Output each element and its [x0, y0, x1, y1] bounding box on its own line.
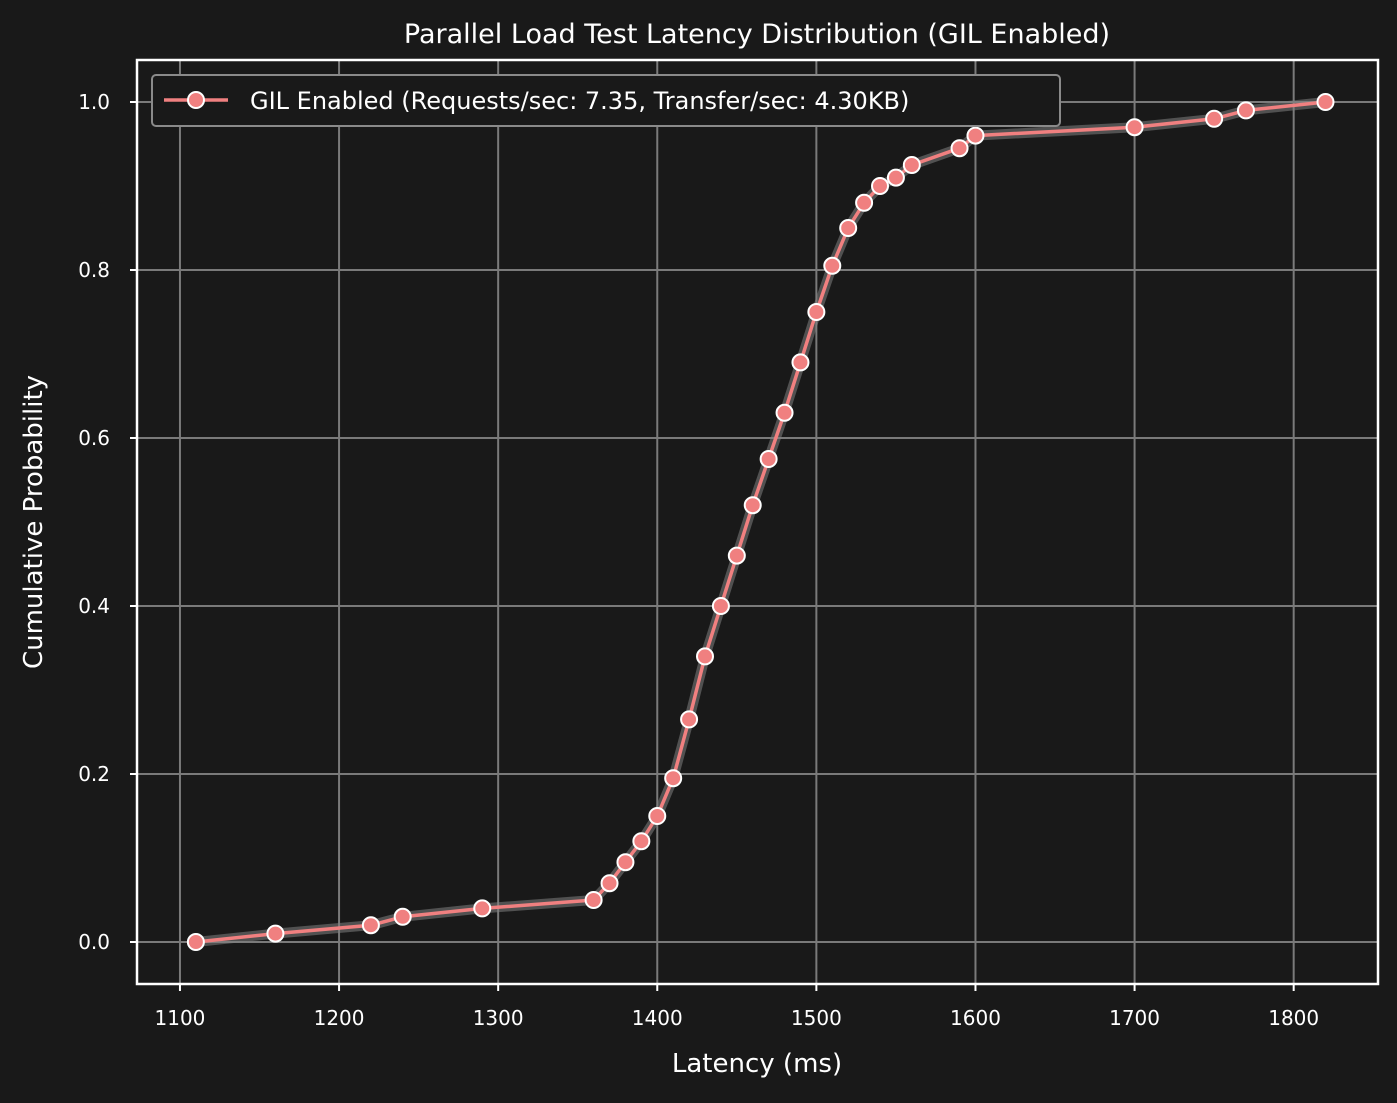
data-point — [791, 353, 810, 372]
legend-marker-swatch — [187, 91, 205, 109]
y-tick-label: 1.0 — [78, 90, 110, 114]
data-point — [807, 303, 826, 321]
series-line — [194, 100, 1328, 944]
y-tick-label: 0.4 — [78, 594, 110, 618]
x-tick-label: 1700 — [1109, 1006, 1160, 1030]
data-point — [361, 916, 380, 935]
data-point — [759, 450, 778, 468]
data-point — [584, 891, 603, 909]
x-tick-label: 1300 — [473, 1006, 524, 1030]
data-point — [727, 546, 746, 565]
data-point — [950, 139, 969, 158]
y-tick-label: 0.2 — [78, 762, 110, 786]
x-tick-label: 1500 — [791, 1006, 842, 1030]
series-layer — [186, 93, 1335, 951]
x-tick-label: 1800 — [1268, 1006, 1319, 1030]
data-point — [855, 193, 874, 212]
data-point — [839, 219, 858, 237]
y-tick-label: 0.0 — [78, 930, 110, 954]
data-point — [680, 710, 699, 729]
data-point — [743, 496, 762, 515]
data-point — [1125, 118, 1144, 137]
data-point — [1316, 93, 1335, 111]
y-tick-label: 0.8 — [78, 258, 110, 282]
data-point — [1236, 101, 1255, 120]
data-point — [966, 126, 985, 145]
data-point — [902, 156, 921, 174]
legend-label: GIL Enabled (Requests/sec: 7.35, Transfe… — [250, 87, 909, 115]
data-point — [695, 647, 714, 666]
data-point — [393, 907, 412, 926]
legend-box — [151, 74, 1061, 127]
series-shadow — [190, 97, 1331, 947]
data-point — [600, 874, 619, 893]
x-tick-label: 1600 — [950, 1006, 1001, 1030]
data-point — [664, 769, 683, 788]
x-tick-label: 1200 — [314, 1006, 365, 1030]
chart-title: Parallel Load Test Latency Distribution … — [404, 19, 1110, 50]
data-point — [711, 597, 730, 615]
x-tick-label: 1400 — [632, 1006, 683, 1030]
grid-lines — [137, 60, 1378, 984]
x-axis-label: Latency (ms) — [672, 1049, 842, 1079]
x-tick-label: 1100 — [155, 1006, 206, 1030]
data-point — [1205, 109, 1224, 128]
plot-frame — [135, 58, 1380, 986]
data-point — [266, 924, 285, 943]
data-point — [775, 403, 794, 422]
data-point — [871, 177, 890, 195]
data-point — [632, 832, 651, 851]
y-axis-label: Cumulative Probability — [19, 375, 49, 669]
legend: GIL Enabled (Requests/sec: 7.35, Transfe… — [151, 74, 1061, 127]
data-point — [473, 899, 492, 918]
data-point — [886, 168, 905, 187]
data-point — [616, 853, 635, 872]
axis-ticks: 1100 1200 1300 1400 1500 1600 1700 1800 0.0 0.2 0.… — [78, 90, 1319, 1030]
data-point — [648, 807, 667, 825]
data-point — [823, 256, 842, 275]
y-tick-label: 0.6 — [78, 426, 110, 450]
data-point — [186, 933, 205, 951]
